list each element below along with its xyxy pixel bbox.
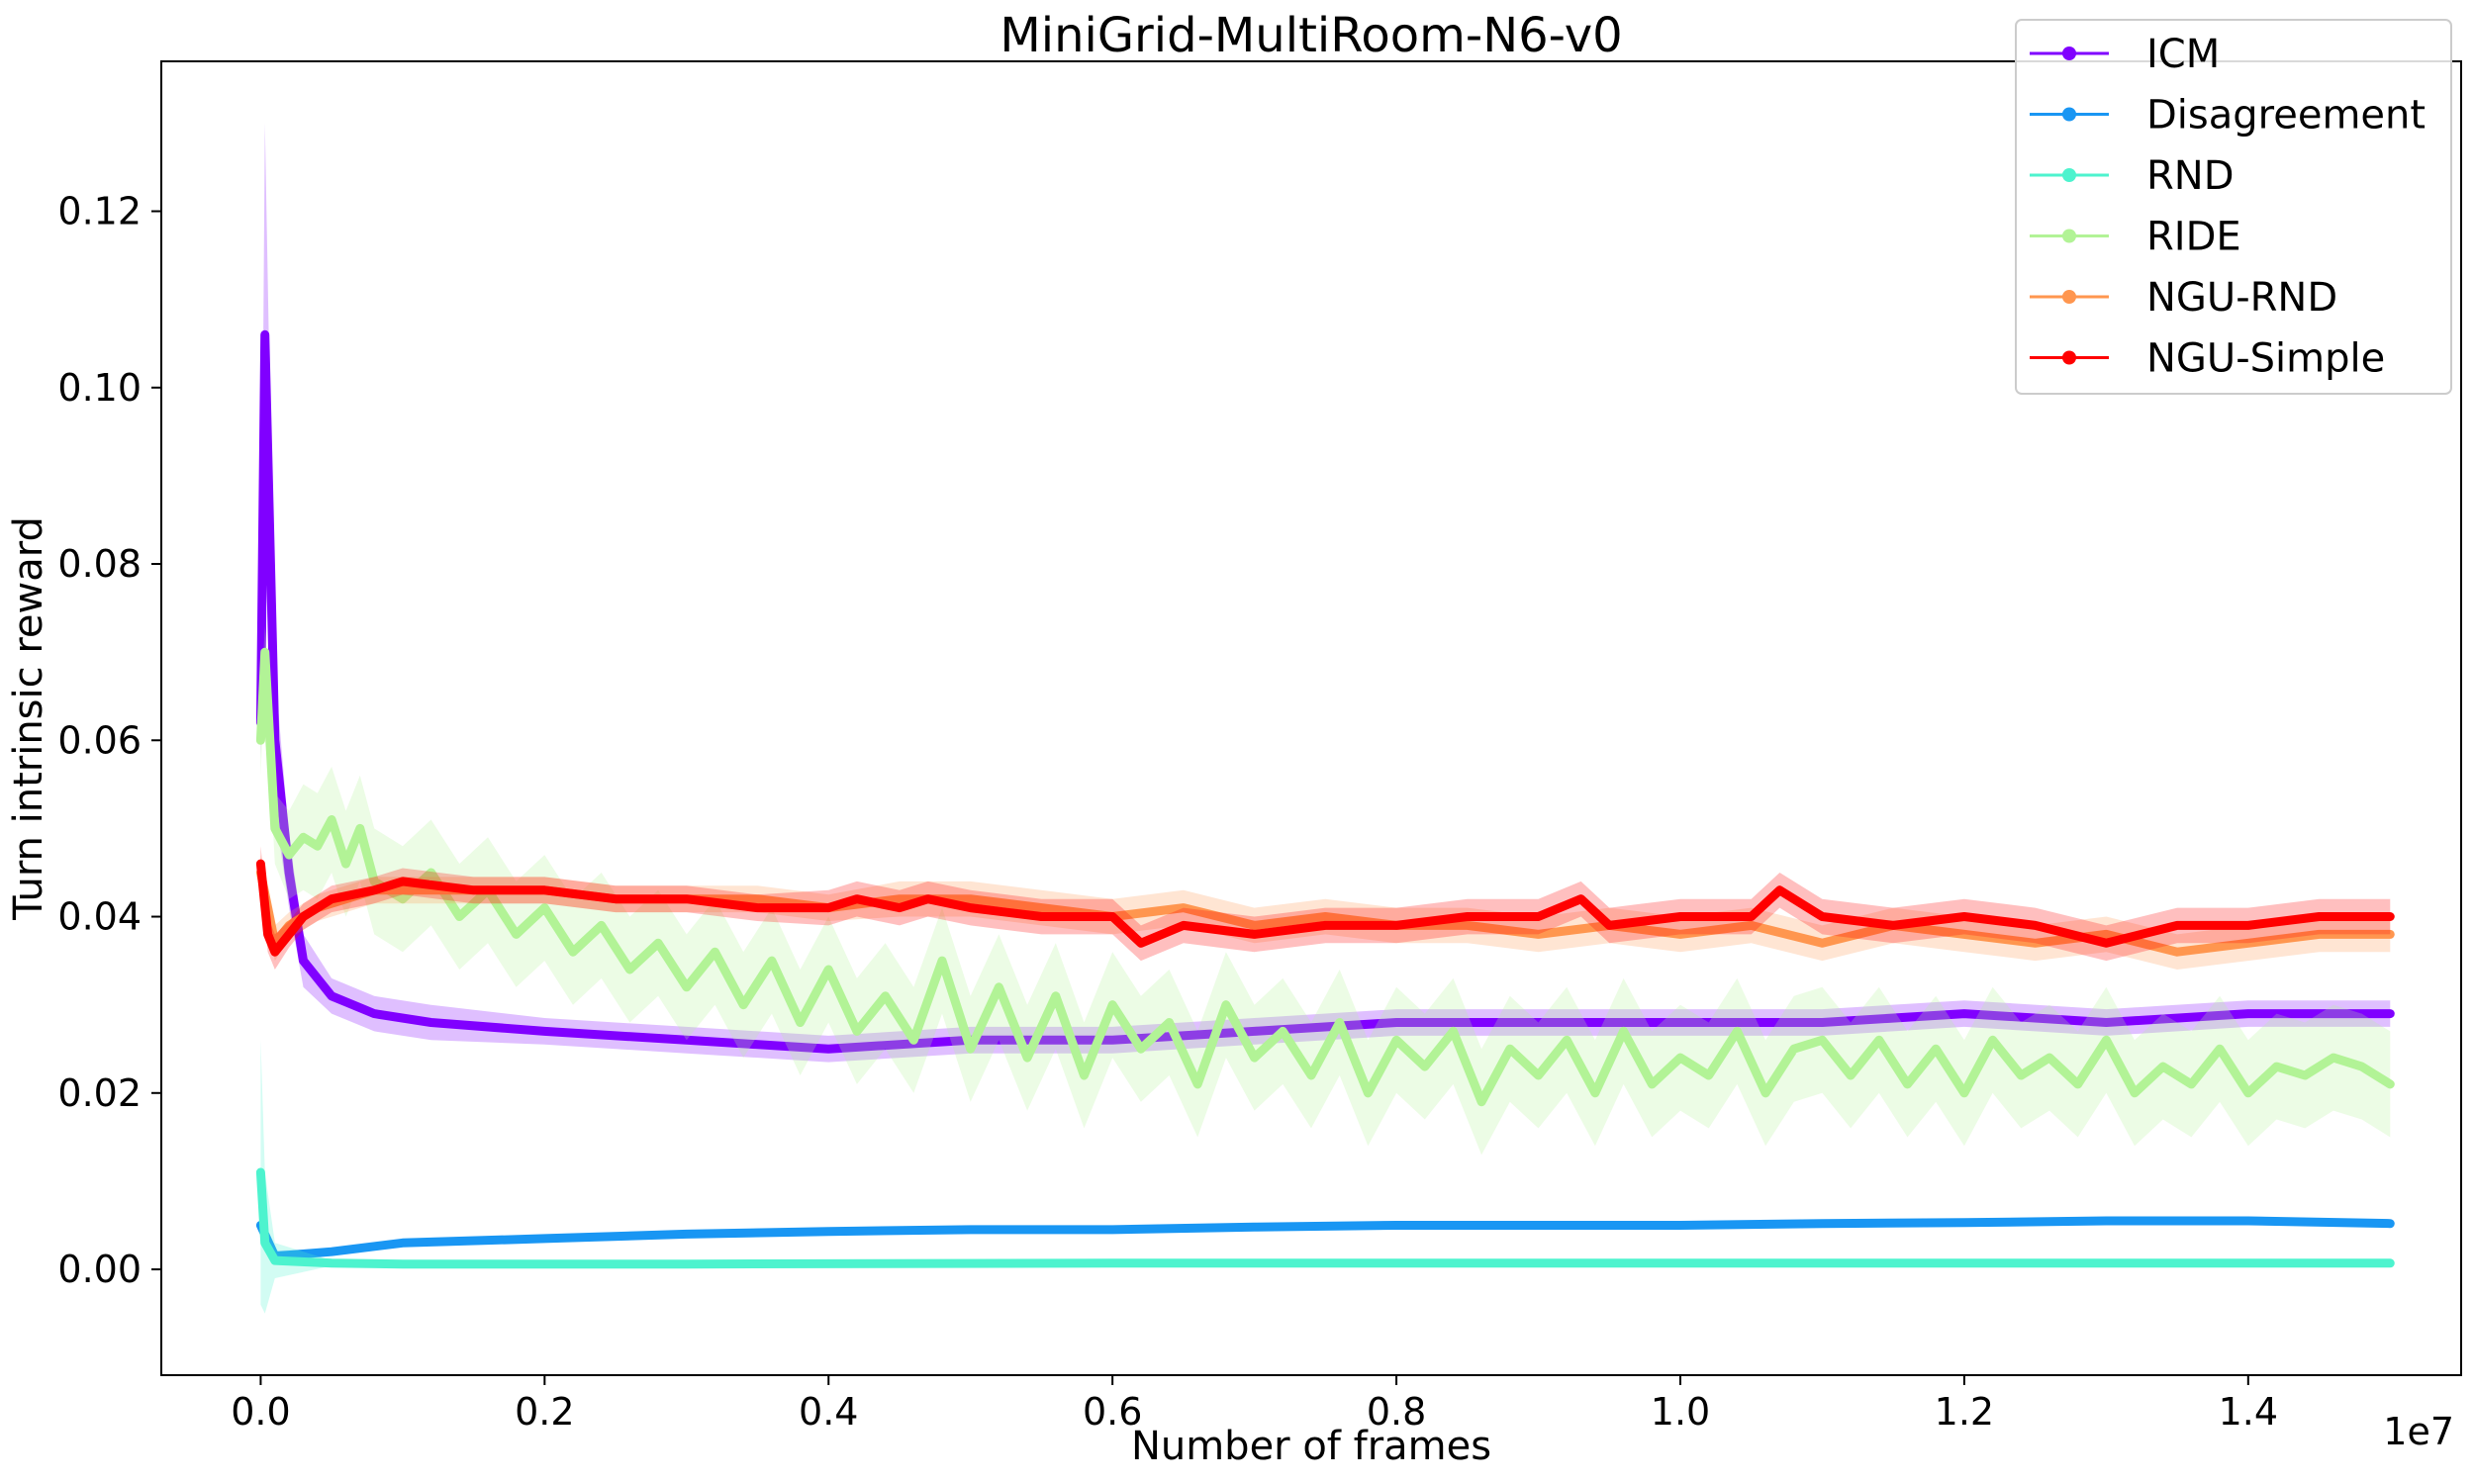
series-band-ride: [260, 625, 2391, 1156]
series-band-ngu-simple: [260, 846, 2391, 970]
legend-marker-ngu-simple: [2062, 350, 2076, 365]
x-offset-label: 1e7: [2383, 1410, 2454, 1453]
plot-frame: [160, 60, 2462, 1376]
legend-marker-ride: [2062, 229, 2076, 243]
x-tick-label: 0.4: [799, 1390, 858, 1434]
x-tick-label: 0.6: [1083, 1390, 1142, 1434]
x-tick-label: 0.0: [231, 1390, 290, 1434]
series-line-ngu-rnd: [255, 868, 2395, 957]
legend-label-ngu-simple: NGU-Simple: [2146, 336, 2385, 382]
legend-label-ride: RIDE: [2146, 215, 2241, 260]
y-tick-label: 0.02: [57, 1071, 142, 1115]
legend-label-rnd: RND: [2146, 153, 2235, 199]
x-tick-label: 1.4: [2219, 1390, 2278, 1434]
x-tick-label: 1.2: [1935, 1390, 1994, 1434]
legend-marker-disagreement: [2062, 107, 2076, 122]
legend-marker-icm: [2062, 46, 2076, 60]
plot-area: [255, 123, 2395, 1314]
legend-marker-rnd: [2062, 168, 2076, 182]
legend-label-icm: ICM: [2146, 32, 2220, 77]
legend-label-disagreement: Disagreement: [2146, 93, 2426, 139]
legend-marker-ngu-rnd: [2062, 290, 2076, 304]
legend-label-ngu-rnd: NGU-RND: [2146, 275, 2337, 321]
plot-marks: [255, 123, 2395, 1314]
legend-box: [2015, 19, 2452, 395]
y-tick-label: 0.08: [57, 542, 142, 586]
axes: 0.0 0.2 0.4 0.6 0.8 1.0 1.2 1.4 0.00 0.02 0.04 0.06…: [57, 60, 2462, 1434]
series-line-rnd: [255, 1167, 2395, 1269]
y-tick-label: 0.10: [57, 366, 142, 410]
series-line-ride: [255, 647, 2395, 1107]
y-tick-label: 0.06: [57, 718, 142, 762]
x-tick-label: 0.2: [515, 1390, 574, 1434]
x-tick-label: 0.8: [1367, 1390, 1426, 1434]
x-tick-label: 1.0: [1651, 1390, 1710, 1434]
y-tick-label: 0.04: [57, 895, 142, 939]
y-axis-label: Turn intrinsic reward: [6, 516, 51, 921]
legend: ICM Disagreement RND RIDE NGU-RND NGU-Simple: [2015, 19, 2452, 395]
series-line-disagreement: [255, 1216, 2395, 1261]
y-tick-label: 0.12: [57, 190, 142, 233]
y-tick-label: 0.00: [57, 1248, 142, 1291]
x-axis-label: Number of frames: [1131, 1424, 1491, 1469]
series-line-ngu-simple: [255, 859, 2395, 957]
chart-title: MiniGrid-MultiRoom-N6-v0: [999, 8, 1622, 63]
